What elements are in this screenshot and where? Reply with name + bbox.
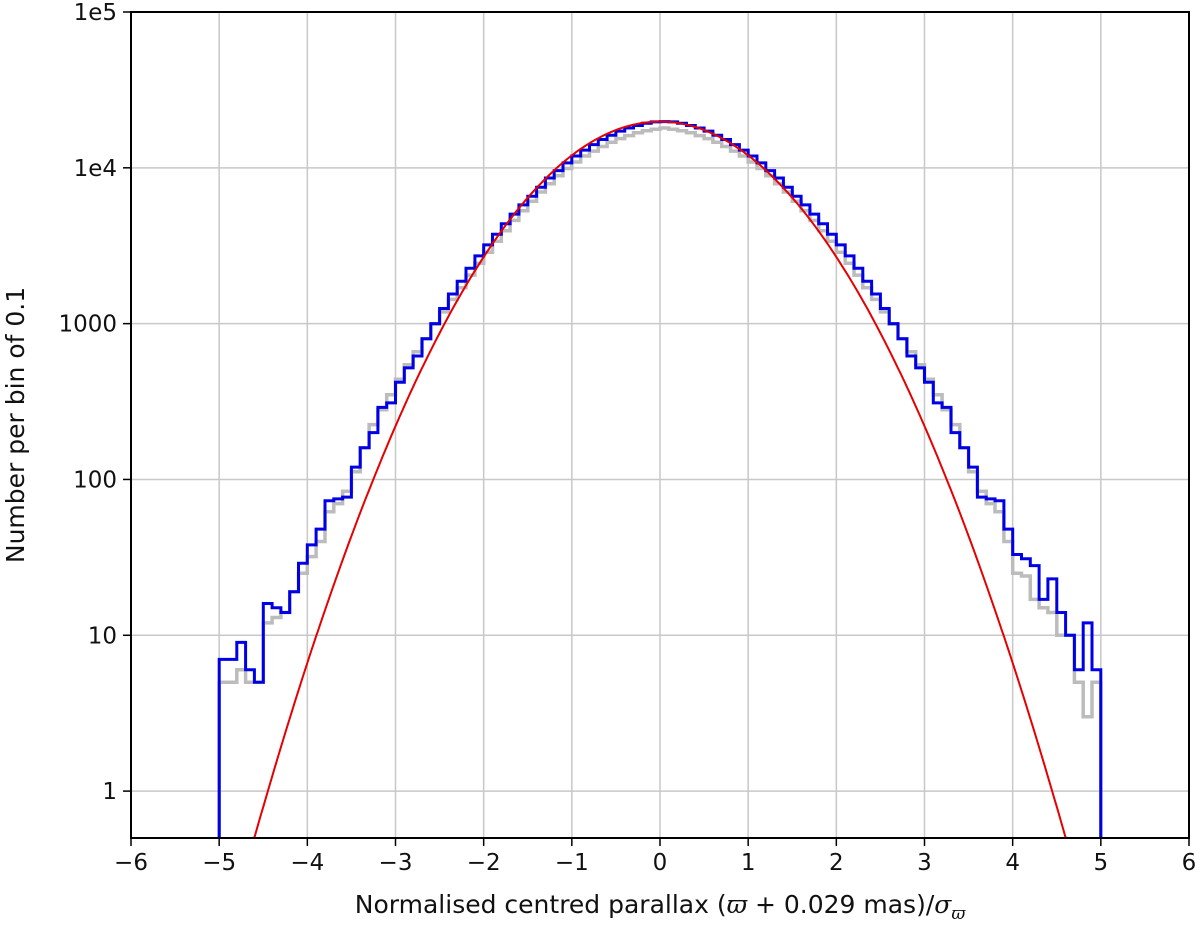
gaussian-reference-curve [219, 120, 1101, 839]
x-axis-label-subscript: ϖ [951, 904, 966, 924]
grid [131, 12, 1189, 838]
x-tick-label: −5 [202, 850, 236, 876]
x-tick-label: −3 [379, 850, 413, 876]
x-tick-label: 4 [1005, 850, 1020, 876]
x-tick-label: 3 [917, 850, 932, 876]
x-tick-label: 5 [1094, 850, 1109, 876]
x-tick-label: 2 [829, 850, 844, 876]
x-axis-label-sigma: σ [934, 890, 952, 919]
y-tick-label: 1 [102, 779, 117, 805]
ticks: −6 −5 −4 −3 −2 −1 0 1 2 3 4 5 6 1 10 100 1000 1e4 1e5 [58, 0, 1196, 876]
x-axis-label-text: Normalised centred parallax ( [355, 890, 727, 919]
y-tick-label: 1000 [58, 312, 117, 338]
y-axis-label: Number per bin of 0.1 [1, 287, 30, 563]
x-tick-label: 1 [741, 850, 756, 876]
x-tick-label: −1 [555, 850, 589, 876]
x-tick-label: −2 [467, 850, 501, 876]
x-axis-label: Normalised centred parallax (ϖ + 0.029 m… [355, 890, 967, 924]
x-tick-label: 0 [653, 850, 668, 876]
y-tick-label: 1e5 [74, 0, 117, 26]
x-tick-label: −6 [114, 850, 148, 876]
series [217, 120, 1103, 839]
y-tick-label: 100 [73, 467, 117, 493]
x-axis-label-mid: + 0.029 mas)/ [747, 890, 935, 919]
x-tick-label: −4 [290, 850, 324, 876]
y-tick-label: 1e4 [74, 156, 117, 182]
y-tick-label: 10 [88, 623, 117, 649]
x-tick-label: 6 [1182, 850, 1197, 876]
x-axis-label-symbol: ϖ [727, 890, 748, 919]
